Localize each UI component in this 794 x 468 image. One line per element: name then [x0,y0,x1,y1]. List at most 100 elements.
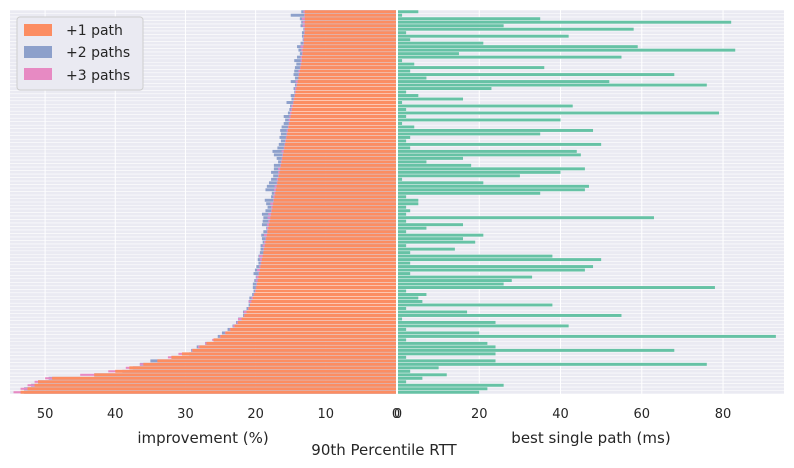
legend-label-plus3: +3 paths [66,68,130,84]
bar-rtt-109 [398,390,480,394]
bar-rtt-34 [398,128,594,132]
suptitle: 90th Percentile RTT [311,441,457,459]
bar-rtt-97 [398,348,675,352]
legend-swatch-plus1 [24,24,52,36]
bar-rtt-60 [398,219,407,223]
bar-plus1-103 [115,369,396,373]
right-tick-label-80: 80 [715,407,732,422]
bar-rtt-12 [398,52,459,56]
bar-plus1-47 [278,174,396,178]
bar-rtt-94 [398,338,407,342]
bar-plus1-2 [304,17,396,21]
bar-rtt-21 [398,83,707,87]
bar-plus1-25 [294,97,396,101]
bar-rtt-87 [398,313,622,317]
bar-plus1-7 [304,34,396,38]
bar-rtt-19 [398,76,427,80]
bar-rtt-70 [398,254,553,258]
bar-rtt-53 [398,195,407,199]
bar-rtt-27 [398,104,573,108]
bar-rtt-9 [398,41,484,45]
bar-plus1-72 [261,261,396,265]
bar-plus1-92 [225,331,396,335]
bar-plus1-29 [291,111,396,115]
right-x-ticks: 0 20 40 60 80 [394,407,731,422]
bar-plus1-104 [94,373,396,377]
bar-rtt-28 [398,108,407,111]
bar-plus1-35 [287,132,396,136]
bar-plus1-26 [293,101,396,104]
bar-plus1-4 [304,24,396,28]
left-x-axis-label: improvement (%) [137,429,268,447]
bar-plus1-89 [238,320,396,324]
bar-plus1-87 [244,313,396,317]
bar-rtt-26 [398,101,403,104]
bar-plus1-101 [143,362,396,366]
left-tick-label-30: 30 [177,407,194,422]
bar-plus1-24 [294,94,396,98]
bar-plus1-91 [230,327,396,331]
bar-rtt-82 [398,296,419,300]
bar-rtt-85 [398,306,407,310]
bar-plus1-51 [275,188,396,192]
bar-rtt-108 [398,387,488,391]
bar-plus1-21 [297,83,396,87]
legend-label-plus1: +1 path [66,23,123,39]
bar-rtt-84 [398,303,553,307]
bar-rtt-7 [398,34,569,38]
bar-plus1-10 [303,45,396,49]
bar-plus1-18 [299,73,396,77]
bar-rtt-99 [398,355,407,359]
bar-plus1-50 [276,184,396,188]
bar-rtt-36 [398,135,411,139]
right-x-axis-label: best single path (ms) [511,429,670,447]
bar-plus1-12 [302,52,396,56]
bar-rtt-11 [398,48,736,52]
bar-rtt-39 [398,146,411,150]
bar-plus1-8 [304,38,396,42]
legend-swatch-plus2 [24,46,52,58]
bar-plus1-27 [292,104,396,108]
bar-rtt-79 [398,286,715,290]
bar-rtt-5 [398,27,634,31]
bar-plus1-98 [181,352,396,356]
bar-plus1-1 [304,13,396,17]
bar-plus1-57 [271,209,396,213]
bar-plus1-68 [264,247,396,251]
bar-rtt-63 [398,230,407,234]
bar-rtt-89 [398,320,496,324]
bar-rtt-37 [398,139,407,143]
bar-rtt-80 [398,289,407,293]
bar-plus1-99 [171,355,396,359]
bar-rtt-61 [398,223,464,227]
bar-rtt-52 [398,191,541,195]
bar-rtt-41 [398,153,581,157]
bar-rtt-76 [398,275,533,279]
bar-rtt-3 [398,20,732,24]
bar-rtt-24 [398,94,419,98]
bar-rtt-31 [398,118,561,122]
bar-rtt-30 [398,114,407,118]
bar-rtt-33 [398,125,415,129]
bar-rtt-20 [398,80,610,84]
bar-rtt-23 [398,90,407,94]
bar-plus1-59 [270,216,396,220]
bar-plus1-102 [129,366,397,370]
bar-rtt-67 [398,244,407,248]
bar-rtt-6 [398,31,407,35]
right-tick-label-20: 20 [471,407,488,422]
bar-plus1-80 [255,289,396,293]
bar-rtt-49 [398,181,484,185]
bar-plus1-65 [266,237,396,241]
left-x-ticks: 50 40 30 20 10 0 [37,407,400,422]
bar-plus1-82 [252,296,396,300]
bar-plus1-28 [292,108,396,111]
right-tick-label-40: 40 [552,407,569,422]
bar-rtt-15 [398,62,415,66]
bar-rtt-16 [398,66,545,70]
bar-plus1-49 [277,181,396,185]
bar-rtt-66 [398,240,476,244]
right-tick-label-60: 60 [634,407,651,422]
bar-rtt-29 [398,111,719,115]
bar-rtt-51 [398,188,585,192]
